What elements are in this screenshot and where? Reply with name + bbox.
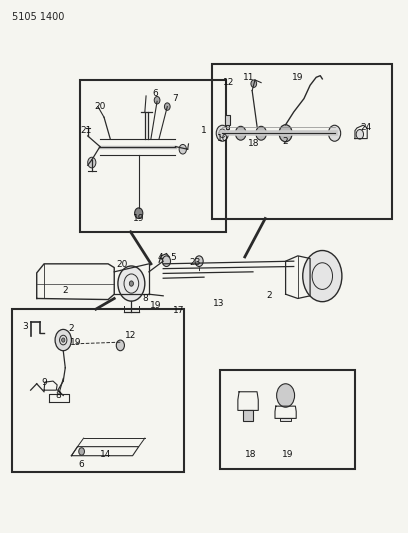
Circle shape	[328, 125, 341, 141]
Circle shape	[195, 256, 203, 266]
Text: 5: 5	[171, 254, 176, 262]
Text: 8: 8	[142, 294, 148, 303]
Text: 3: 3	[22, 322, 28, 330]
Text: 19: 19	[70, 338, 81, 346]
Bar	[12, 309, 184, 472]
Bar	[280, 418, 291, 421]
Text: 17: 17	[173, 306, 184, 314]
Bar	[220, 370, 355, 469]
Text: 7: 7	[173, 94, 178, 103]
Text: 19: 19	[133, 214, 144, 223]
Text: 23: 23	[189, 258, 201, 266]
Bar	[225, 115, 230, 125]
Text: 12: 12	[125, 332, 136, 340]
Text: 20: 20	[94, 102, 106, 111]
Text: 6: 6	[152, 89, 158, 98]
Circle shape	[154, 96, 160, 104]
Text: 11: 11	[243, 73, 255, 82]
Circle shape	[118, 266, 145, 301]
Circle shape	[116, 340, 124, 351]
Bar	[243, 410, 253, 421]
Circle shape	[216, 125, 228, 141]
Circle shape	[129, 281, 133, 286]
Circle shape	[164, 103, 170, 110]
Circle shape	[79, 448, 84, 455]
Text: 24: 24	[361, 124, 372, 132]
Text: 18: 18	[248, 140, 259, 148]
Text: 19: 19	[282, 450, 293, 458]
Text: 13: 13	[213, 300, 224, 308]
Circle shape	[179, 144, 186, 154]
Text: 19: 19	[292, 73, 304, 82]
Text: 9: 9	[41, 378, 47, 387]
Text: 4: 4	[157, 254, 163, 262]
Bar	[80, 80, 226, 232]
Text: 2: 2	[266, 292, 272, 300]
Text: 8: 8	[55, 391, 61, 400]
Circle shape	[279, 125, 292, 142]
Text: 2: 2	[69, 325, 74, 333]
Circle shape	[235, 126, 246, 140]
Circle shape	[62, 338, 65, 342]
Circle shape	[55, 329, 71, 351]
Circle shape	[277, 384, 295, 407]
Text: 14: 14	[100, 450, 112, 458]
Circle shape	[303, 251, 342, 302]
Text: 5105 1400: 5105 1400	[12, 12, 64, 22]
Text: 2: 2	[62, 286, 68, 295]
Text: 20: 20	[117, 261, 128, 269]
Text: 2: 2	[283, 137, 288, 146]
Text: 21: 21	[80, 126, 91, 135]
Circle shape	[251, 80, 257, 87]
Bar	[212, 64, 392, 219]
Circle shape	[135, 208, 143, 219]
Circle shape	[162, 256, 171, 266]
Text: 1: 1	[201, 126, 207, 135]
Circle shape	[356, 130, 364, 139]
Text: 10: 10	[217, 134, 228, 143]
Text: 18: 18	[245, 450, 256, 458]
Text: 12: 12	[223, 78, 234, 87]
Circle shape	[256, 126, 266, 140]
Circle shape	[88, 157, 96, 168]
Bar	[226, 125, 229, 129]
Text: 6: 6	[78, 461, 84, 469]
Text: 19: 19	[150, 301, 162, 310]
